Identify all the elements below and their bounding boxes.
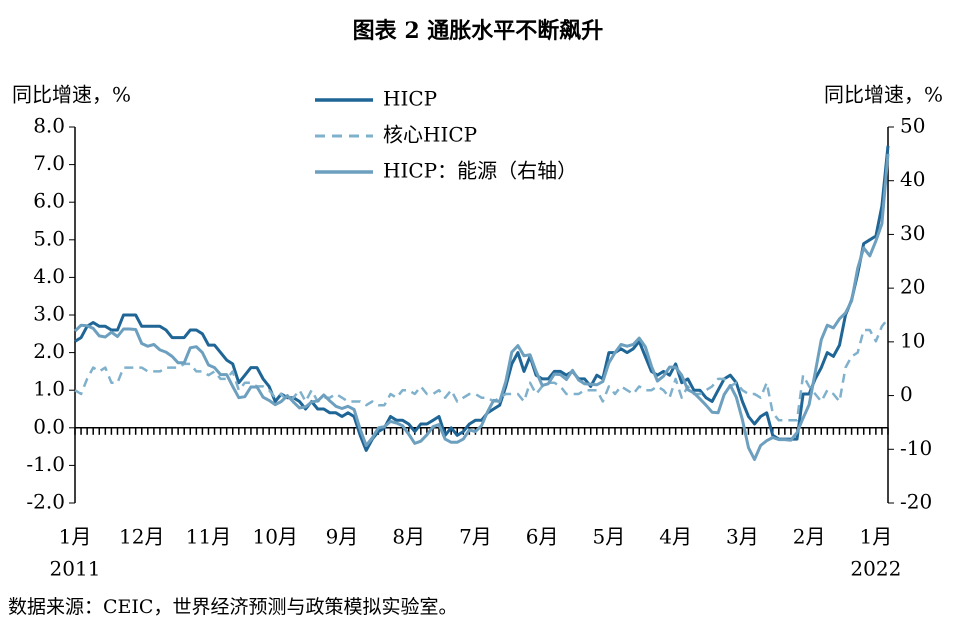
x-tick-label: 1月 (59, 525, 92, 549)
y-tick-label: -2.0 (26, 490, 65, 514)
x-tick-label: 10月 (252, 525, 297, 549)
x-tick-label: 7月 (459, 525, 492, 549)
y-tick-label: 0.0 (33, 414, 65, 438)
y-tick-label: 5.0 (33, 226, 65, 250)
x-tick-label: 4月 (659, 525, 692, 549)
y2-axis-label: 同比增速，% (824, 83, 943, 107)
legend-label: HICP：能源（右轴） (383, 159, 577, 183)
x-year-label: 2022 (850, 557, 901, 581)
x-tick-label: 8月 (392, 525, 425, 549)
x-tick-label: 1月 (859, 525, 892, 549)
source-note: 数据来源：CEIC，世界经济预测与政策模拟实验室。 (8, 596, 457, 618)
x-tick-label: 12月 (119, 525, 164, 549)
y2-tick-label: -20 (900, 490, 932, 514)
series-line (74, 318, 889, 422)
y-tick-label: 3.0 (33, 302, 65, 326)
y-tick-label: 7.0 (33, 151, 65, 175)
x-tick-label: 5月 (593, 525, 626, 549)
y2-tick-label: 50 (900, 114, 925, 138)
legend-label: 核心HICP (383, 123, 477, 147)
chart-title: 图表 2 通胀水平不断飙升 (353, 18, 604, 44)
y2-tick-label: 40 (900, 167, 925, 191)
series-line (73, 153, 890, 461)
x-tick-label: 3月 (726, 525, 759, 549)
y-tick-label: -1.0 (26, 452, 65, 476)
x-tick-label: 9月 (326, 525, 359, 549)
x-tick-label: 2月 (793, 525, 826, 549)
x-tick-label: 11月 (186, 525, 231, 549)
y-tick-label: 1.0 (33, 377, 65, 401)
y2-tick-label: 20 (900, 275, 925, 299)
y-tick-label: 8.0 (33, 114, 65, 138)
y2-tick-label: 10 (900, 328, 925, 352)
series-line (74, 145, 890, 452)
y2-tick-label: 0 (900, 382, 913, 406)
x-year-label: 2011 (50, 557, 101, 581)
x-tick-label: 6月 (526, 525, 559, 549)
y-axis-label: 同比增速，% (12, 83, 131, 107)
y2-tick-label: 30 (900, 221, 925, 245)
y-tick-label: 4.0 (33, 264, 65, 288)
y-tick-label: 6.0 (33, 189, 65, 213)
y2-tick-label: -10 (900, 436, 932, 460)
y-tick-label: 2.0 (33, 339, 65, 363)
legend-label: HICP (383, 87, 437, 111)
